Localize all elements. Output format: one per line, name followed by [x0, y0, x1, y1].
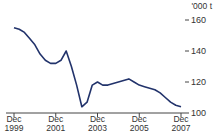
y-tick — [185, 20, 189, 21]
x-tick-label: Dec2005 — [130, 114, 149, 132]
x-tick-label: Dec1999 — [5, 114, 24, 132]
y-axis-label: '000 t — [191, 1, 212, 11]
x-tick-label: Dec2001 — [46, 114, 65, 132]
y-tick-label: 120 — [191, 77, 206, 87]
y-tick-label: 100 — [191, 108, 206, 118]
y-tick — [185, 51, 189, 52]
data-line — [14, 28, 181, 107]
x-tick-label: Dec2003 — [88, 114, 107, 132]
chart: 100 120 140 160 '000 t Dec1999 Dec2001 Dec2003 D… — [0, 0, 215, 132]
plot-area — [14, 28, 181, 107]
y-tick-label: 160 — [191, 15, 206, 25]
x-tick-label: Dec2007 — [172, 114, 191, 132]
y-tick-label: 140 — [191, 46, 206, 56]
y-tick — [185, 82, 189, 83]
